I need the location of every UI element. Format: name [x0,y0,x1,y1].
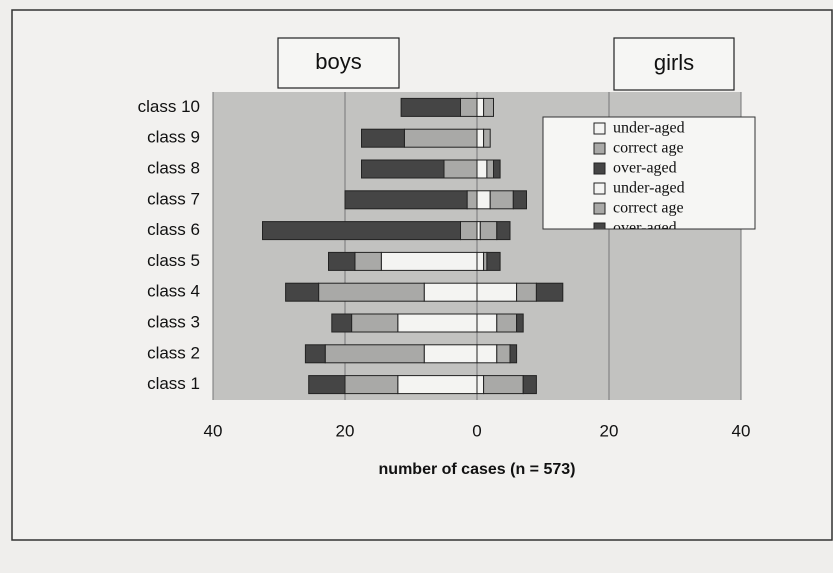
bar-segment [479,221,498,241]
legend-swatch [593,202,606,215]
bar-segment [443,159,478,179]
bar-segment [403,128,478,148]
x-tick-label: 20 [336,421,355,440]
bar-segment [476,159,488,179]
bar-segment [486,159,494,179]
bar-segment [496,221,511,241]
legend-label: under-aged [613,120,685,137]
bar-segment [489,190,514,210]
bar-segment [512,190,527,210]
bar-segment [423,282,478,302]
bar-segment [331,313,353,333]
bar-segment [400,97,462,117]
bar-segment [308,375,346,395]
bar-segment [262,221,461,241]
bar-segment [496,313,518,333]
bar-segment [496,344,511,364]
bar-segment [476,344,498,364]
legend-swatch [593,222,606,229]
bar-segment [486,251,501,271]
bar-segment [516,282,537,302]
y-tick-label: class 4 [147,282,200,301]
group-label-box [277,37,400,89]
legend-label: over-aged [613,220,677,237]
bar-segment [483,375,524,395]
bar-segment [535,282,564,302]
bar-segment [476,190,491,210]
bar-segment [483,97,495,117]
bar-segment [344,190,468,210]
bar-segment [476,375,485,395]
legend-swatch [593,142,606,155]
bar-segment [351,313,399,333]
legend-label: correct age [613,200,684,217]
bar-segment [522,375,537,395]
legend-swatch [593,122,606,135]
y-tick-label: class 2 [147,343,200,362]
bar-segment [509,344,518,364]
bar-segment [476,97,485,117]
bar-segment [423,344,478,364]
y-tick-label: class 8 [147,158,200,177]
bar-segment [493,159,501,179]
bar-segment [304,344,326,364]
y-tick-label: class 9 [147,128,200,147]
bar-segment [476,251,485,271]
bar-segment [361,128,405,148]
x-tick-label: 40 [204,421,223,440]
legend-box [542,116,756,230]
bar-segment [328,251,356,271]
bar-segment [516,313,524,333]
x-tick-label: 20 [600,421,619,440]
bar-segment [466,190,478,210]
bar-segment [476,128,485,148]
y-tick-label: class 3 [147,312,200,331]
legend-label: correct age [613,140,684,157]
bar-segment [397,375,478,395]
y-tick-label: class 6 [147,220,200,239]
legend: under-aged correct age over-aged under-aged… [593,120,685,237]
group-label-box [613,37,735,91]
bar-segment [361,159,445,179]
legend-swatch [593,182,606,195]
bar-segment [460,221,478,241]
bar-segment [324,344,425,364]
y-tick-label: class 10 [138,97,200,116]
group-label: boys [315,49,361,74]
bar-segment [380,251,478,271]
legend-label: over-aged [613,160,677,177]
legend-swatch [593,162,606,175]
group-label: girls [654,50,694,75]
y-tick-label: class 7 [147,189,200,208]
x-tick-label: 0 [472,421,481,440]
bar-segment [483,128,491,148]
bar-segment [354,251,382,271]
legend-label: under-aged [613,180,685,197]
axis-label: number of cases (n = 573) [379,461,576,478]
y-tick-label: class 5 [147,251,200,270]
bar-segment [397,313,478,333]
bar-segment [344,375,399,395]
y-tick-label: class 1 [147,374,200,393]
bar-segment [285,282,320,302]
bar-segment [476,282,518,302]
x-tick-label: 40 [732,421,751,440]
bar-segment [476,313,498,333]
bar-segment [318,282,425,302]
bar-segment [460,97,478,117]
